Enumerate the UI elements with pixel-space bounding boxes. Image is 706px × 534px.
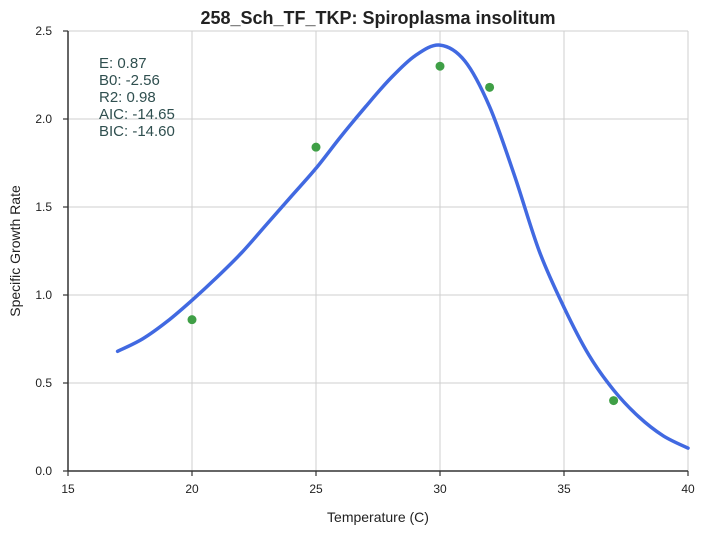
stat-bic: BIC: -14.60: [99, 123, 175, 140]
y-tick-label: 2.5: [35, 24, 52, 38]
x-tick-label: 40: [681, 482, 695, 496]
chart-title: 258_Sch_TF_TKP: Spiroplasma insolitum: [200, 8, 555, 28]
ticks: 15 20 25 30 35 40 0.0 0.5 1.0 1.5 2.0 2.5: [35, 24, 695, 496]
data-point: [609, 396, 619, 406]
x-tick-label: 35: [557, 482, 571, 496]
data-point: [311, 142, 321, 152]
fitted-curve: [115, 43, 690, 450]
x-tick-label: 20: [185, 482, 199, 496]
axes: [67, 31, 688, 472]
y-tick-label: 2.0: [35, 112, 52, 126]
data-point: [435, 61, 445, 71]
data-point: [485, 82, 495, 92]
fit-statistics: E: 0.87 B0: -2.56 R2: 0.98 AIC: -14.65 B…: [99, 55, 175, 140]
stat-e: E: 0.87: [99, 55, 147, 72]
grid: [67, 30, 689, 472]
y-tick-label: 0.5: [35, 376, 52, 390]
x-axis-label: Temperature (C): [327, 509, 429, 525]
data-point: [187, 315, 197, 325]
stat-aic: AIC: -14.65: [99, 106, 175, 123]
y-tick-label: 0.0: [35, 464, 52, 478]
x-tick-label: 25: [309, 482, 323, 496]
stat-b0: B0: -2.56: [99, 72, 160, 89]
y-tick-label: 1.0: [35, 288, 52, 302]
x-tick-label: 15: [61, 482, 75, 496]
y-axis-label: Specific Growth Rate: [7, 185, 23, 317]
x-tick-label: 30: [433, 482, 447, 496]
data-points: [187, 61, 619, 406]
fitted-curve-group: [115, 43, 690, 450]
y-tick-label: 1.5: [35, 200, 52, 214]
stat-r2: R2: 0.98: [99, 89, 156, 106]
